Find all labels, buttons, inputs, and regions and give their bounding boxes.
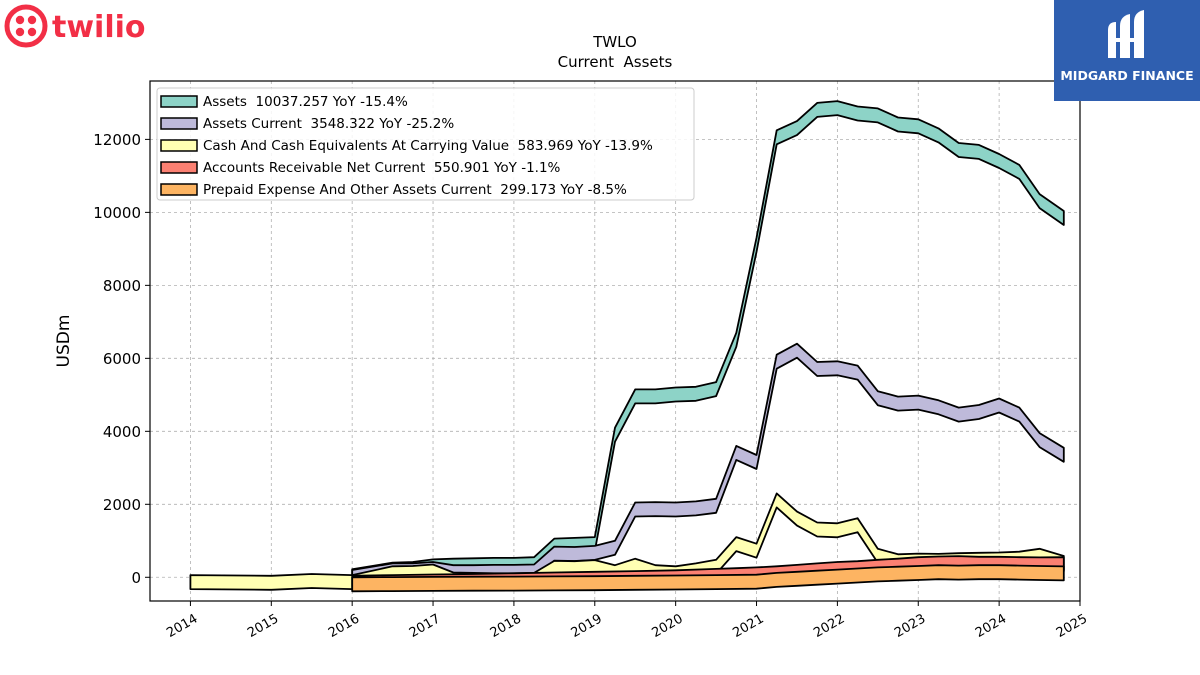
legend-swatch <box>160 161 198 174</box>
twilio-logo: twilio <box>4 4 154 48</box>
series-band <box>351 564 1065 593</box>
x-tick-label: 2021 <box>730 611 766 641</box>
legend-swatch <box>160 117 198 130</box>
y-tick-label: 12000 <box>93 131 141 149</box>
x-tick-label: 2017 <box>407 611 443 641</box>
twilio-wordmark: twilio <box>52 10 146 45</box>
legend-swatch <box>160 95 198 108</box>
midgard-wordmark: MIDGARD FINANCE <box>1060 68 1194 83</box>
series-band <box>351 342 1065 585</box>
x-tick-label: 2019 <box>569 611 605 641</box>
y-tick-label: 4000 <box>103 423 141 441</box>
x-tick-label: 2018 <box>488 611 524 641</box>
twilio-mark-icon: twilio <box>4 4 146 48</box>
y-axis: 0 2000 4000 6000 8000 10000 12000 <box>93 131 150 587</box>
legend-label: Prepaid Expense And Other Assets Current… <box>203 182 627 198</box>
legend-label: Accounts Receivable Net Current 550.901 … <box>203 160 561 176</box>
legend: Assets 10037.257 YoY -15.4% Assets Curren… <box>156 87 695 201</box>
midgard-finance-logo: MIDGARD FINANCE <box>1054 0 1200 101</box>
series-2 <box>351 342 1065 585</box>
legend-box <box>156 87 695 201</box>
chart-title: TWLO <box>592 33 637 51</box>
legend-swatch <box>160 139 198 152</box>
x-tick-label: 2014 <box>164 611 200 641</box>
y-tick-label: 2000 <box>103 496 141 514</box>
x-tick-label: 2015 <box>245 611 281 641</box>
axes-frame <box>149 80 1081 602</box>
chart-subtitle: Current Assets <box>558 53 673 71</box>
x-tick-label: 2020 <box>649 611 685 641</box>
x-tick-label: 2023 <box>892 611 928 641</box>
y-axis-label: USDm <box>54 315 74 368</box>
x-tick-label: 2016 <box>326 611 362 641</box>
legend-label: Assets Current 3548.322 YoY -25.2% <box>203 116 454 132</box>
y-tick-label: 10000 <box>93 204 141 222</box>
y-tick-label: 6000 <box>103 350 141 368</box>
x-axis: 2014 2015 2016 2017 2018 2019 2020 2021 2022 2023… <box>164 601 1090 641</box>
grid-lines <box>150 81 1081 601</box>
legend-swatch <box>160 183 198 196</box>
x-tick-label: 2025 <box>1054 611 1090 641</box>
x-tick-label: 2022 <box>811 611 847 641</box>
legend-label: Cash And Cash Equivalents At Carrying Va… <box>203 138 653 154</box>
legend-label: Assets 10037.257 YoY -15.4% <box>203 94 408 110</box>
midgard-mark-icon <box>1108 10 1144 58</box>
plot-area <box>189 100 1065 593</box>
y-tick-label: 8000 <box>103 277 141 295</box>
x-tick-label: 2024 <box>973 611 1009 641</box>
series-5 <box>351 564 1065 593</box>
y-tick-label: 0 <box>131 569 141 587</box>
